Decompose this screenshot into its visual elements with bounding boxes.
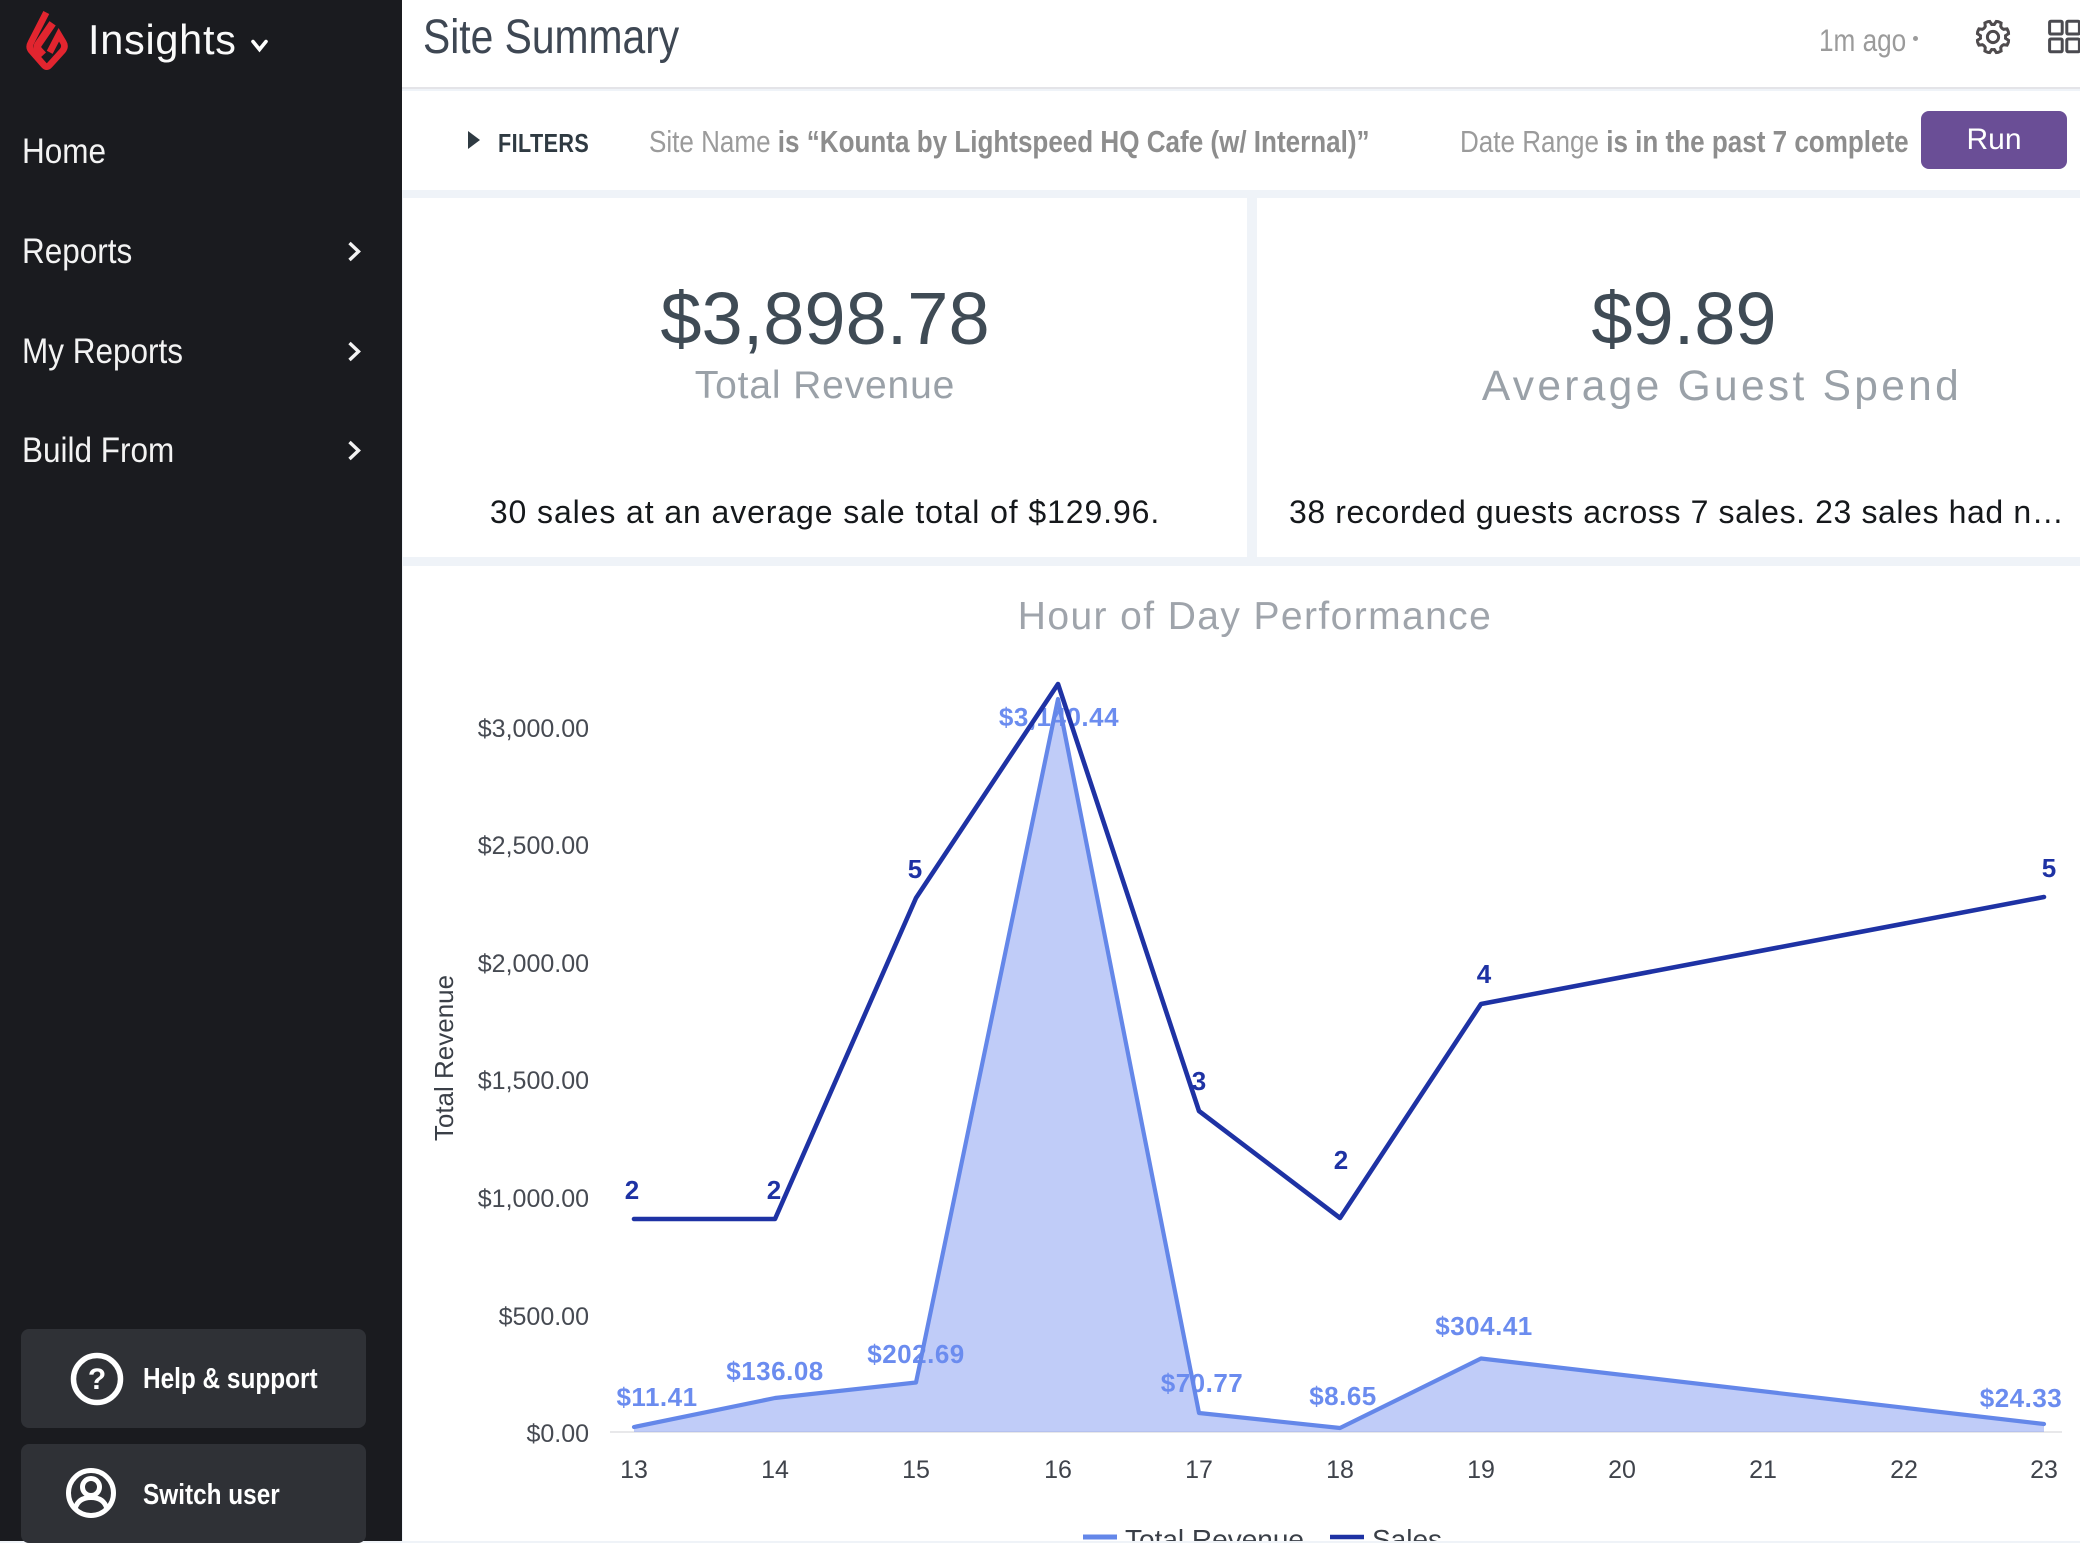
svg-text:Total Revenue: Total Revenue — [1125, 1524, 1304, 1541]
svg-text:5: 5 — [2042, 853, 2056, 883]
svg-text:14: 14 — [761, 1456, 789, 1484]
svg-text:$11.41: $11.41 — [616, 1382, 697, 1412]
svg-text:5: 5 — [908, 854, 922, 884]
svg-text:4: 4 — [1477, 959, 1492, 989]
svg-text:2: 2 — [1334, 1145, 1348, 1175]
svg-text:$24.33: $24.33 — [1980, 1383, 2063, 1413]
svg-text:22: 22 — [1890, 1456, 1918, 1484]
svg-text:?: ? — [88, 1363, 106, 1396]
svg-text:$0.00: $0.00 — [526, 1420, 589, 1448]
svg-text:$136.08: $136.08 — [726, 1356, 823, 1386]
svg-text:18: 18 — [1326, 1456, 1354, 1484]
svg-text:13: 13 — [620, 1456, 648, 1484]
svg-text:$1,500.00: $1,500.00 — [478, 1067, 589, 1095]
svg-text:20: 20 — [1608, 1456, 1636, 1484]
svg-text:$2,500.00: $2,500.00 — [478, 832, 589, 860]
svg-text:$304.41: $304.41 — [1435, 1311, 1532, 1341]
svg-text:Sales: Sales — [1372, 1524, 1442, 1541]
svg-text:Hour of Day Performance: Hour of Day Performance — [1018, 595, 1492, 638]
svg-text:2: 2 — [625, 1175, 639, 1205]
svg-text:23: 23 — [2030, 1456, 2058, 1484]
svg-text:$500.00: $500.00 — [499, 1303, 589, 1331]
svg-text:Total Revenue: Total Revenue — [429, 975, 459, 1141]
svg-text:21: 21 — [1749, 1456, 1777, 1484]
svg-text:$8.65: $8.65 — [1309, 1381, 1377, 1411]
svg-text:19: 19 — [1467, 1456, 1495, 1484]
svg-text:2: 2 — [767, 1175, 781, 1205]
svg-text:15: 15 — [902, 1456, 930, 1484]
svg-text:$3,000.00: $3,000.00 — [478, 715, 589, 743]
svg-text:17: 17 — [1185, 1456, 1213, 1484]
svg-text:$202.69: $202.69 — [867, 1339, 964, 1369]
svg-text:16: 16 — [1044, 1456, 1072, 1484]
svg-text:3: 3 — [1192, 1066, 1206, 1096]
svg-text:$2,000.00: $2,000.00 — [478, 950, 589, 978]
svg-text:$70.77: $70.77 — [1161, 1368, 1244, 1398]
svg-text:$1,000.00: $1,000.00 — [478, 1185, 589, 1213]
